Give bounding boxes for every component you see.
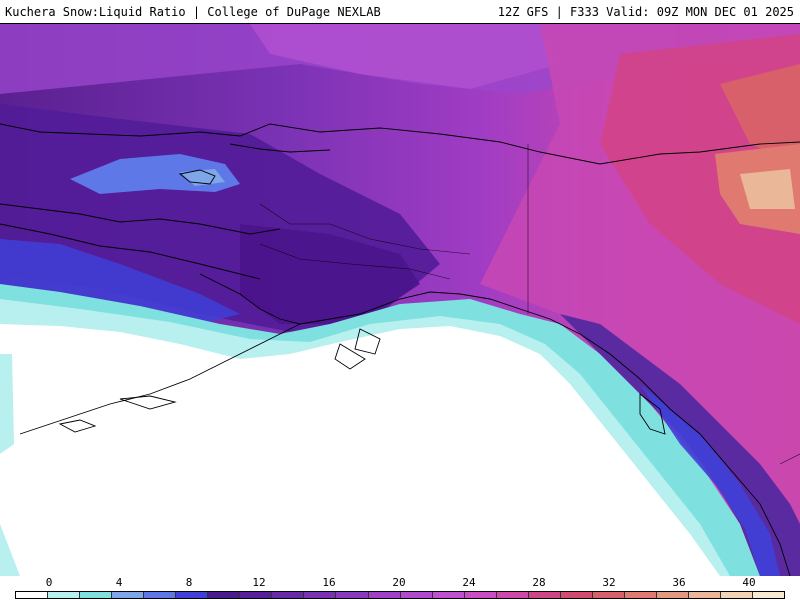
model-run-label: 12Z GFS | F333 Valid: 09Z MON DEC 01 202… [497, 5, 794, 19]
borders [259, 144, 800, 465]
colorbar-swatch [80, 592, 113, 598]
colorbar-swatch [496, 592, 529, 598]
map-title: Kuchera Snow:Liquid Ratio | College of D… [5, 5, 381, 19]
colorbar-swatch [336, 592, 369, 598]
colorbar-swatch [208, 592, 241, 598]
salmon-ne [720, 64, 800, 164]
cyan-sliver-west [0, 354, 14, 454]
colorbar-tick: 8 [185, 576, 193, 589]
colorbar-tick: 28 [532, 576, 546, 589]
colorbar-swatch [464, 592, 497, 598]
colorbar-tick: 24 [462, 576, 476, 589]
colorbar-swatch [592, 592, 625, 598]
colorbar-swatch [144, 592, 177, 598]
colorbar-swatch [176, 592, 209, 598]
colorbar-swatch [112, 592, 145, 598]
colorbar-tick: 0 [45, 576, 53, 589]
colorbar-swatch [272, 592, 305, 598]
colorbar-tick: 4 [115, 576, 123, 589]
colorbar-swatch [240, 592, 273, 598]
colorbar-swatch [528, 592, 561, 598]
ocean-no-snow [0, 324, 720, 576]
colorbar-swatch [688, 592, 722, 598]
snow-ratio-map [0, 24, 800, 576]
colorbar-tick: 36 [672, 576, 686, 589]
colorbar-swatch [624, 592, 657, 598]
blue-band-west [0, 239, 240, 324]
header-bar: Kuchera Snow:Liquid Ratio | College of D… [0, 0, 800, 24]
colorbar-tick: 16 [322, 576, 336, 589]
map-canvas [0, 24, 800, 576]
upper-band-light [250, 24, 560, 89]
peach-e [740, 169, 795, 209]
colorbar-swatch [16, 592, 49, 598]
colorbar-tick: 12 [252, 576, 266, 589]
colorbar-swatch [48, 592, 81, 598]
colorbar-swatch [304, 592, 337, 598]
colorbar-swatch [400, 592, 433, 598]
colorbar-swatch [753, 592, 785, 598]
coastal-blue [640, 384, 780, 576]
colorbar-tick: 20 [392, 576, 406, 589]
dark-core-inner [240, 224, 420, 324]
colorbar-swatch [656, 592, 689, 598]
colorbar-swatch [432, 592, 465, 598]
colorbar-legend: 0 4 8 12 16 20 24 28 32 36 40 [0, 576, 800, 600]
colorbar-tick: 40 [742, 576, 756, 589]
colorbar-swatch [368, 592, 401, 598]
colorbar-swatch [560, 592, 593, 598]
colorbar-tick: 32 [602, 576, 616, 589]
colorbar-swatches [15, 591, 785, 599]
colorbar-swatch [721, 592, 754, 598]
coastlines [0, 123, 800, 576]
